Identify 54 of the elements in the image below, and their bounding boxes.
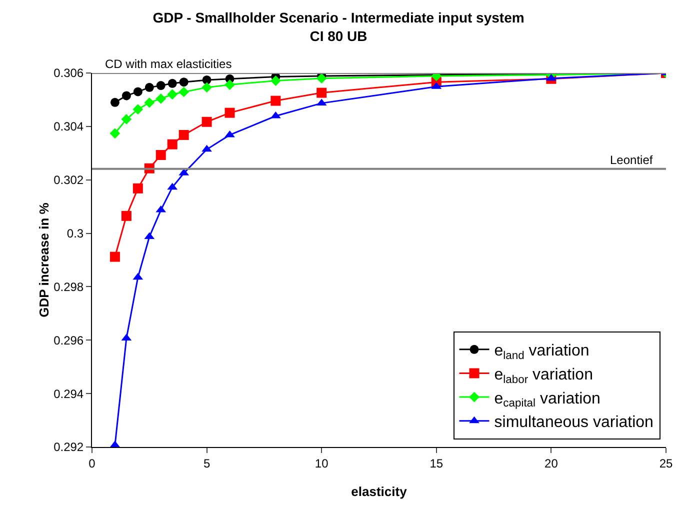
x-tick-label: 0 bbox=[88, 456, 96, 470]
point bbox=[178, 130, 189, 140]
point bbox=[132, 104, 144, 115]
y-tick-label: 0.298 bbox=[54, 280, 84, 294]
point bbox=[179, 78, 188, 87]
ref-line-label: Leontief bbox=[610, 153, 654, 167]
point bbox=[110, 128, 120, 139]
legend-label: e$_{labor}$ variation bbox=[494, 366, 593, 386]
y-tick-label: 0.296 bbox=[54, 333, 84, 348]
y-tick-label: 0.292 bbox=[54, 440, 84, 454]
point bbox=[133, 87, 142, 96]
y-axis-title: GDP increase in % bbox=[36, 202, 52, 318]
point bbox=[316, 88, 327, 98]
point bbox=[224, 130, 235, 138]
x-tick-label: 5 bbox=[203, 456, 210, 470]
chart-title: GDP - Smallholder Scenario - Intermediate input system CI 80 UB bbox=[152, 10, 524, 44]
point bbox=[144, 82, 154, 92]
point bbox=[156, 81, 166, 90]
point bbox=[122, 91, 131, 100]
point bbox=[110, 98, 120, 107]
legend-label: e$_{capital}$ variation bbox=[494, 390, 600, 410]
x-tick-label: 10 bbox=[314, 456, 329, 470]
point bbox=[156, 93, 166, 104]
point bbox=[132, 183, 143, 194]
point bbox=[167, 89, 178, 100]
y-tick-label: 0.304 bbox=[54, 120, 84, 134]
x-tick-label: 20 bbox=[544, 456, 558, 470]
x-axis-title: elasticity bbox=[351, 484, 408, 499]
point bbox=[168, 78, 177, 88]
y-tick-label: 0.3 bbox=[66, 226, 84, 240]
point bbox=[270, 96, 281, 106]
point bbox=[270, 76, 281, 86]
legend-label: simultaneous variation bbox=[494, 414, 654, 432]
y-tick-label: 0.302 bbox=[54, 173, 84, 188]
x-tick-label: 25 bbox=[659, 456, 673, 470]
point bbox=[110, 252, 120, 262]
legend-label: e$_{land}$ variation bbox=[494, 342, 590, 362]
x-tick-label: 15 bbox=[430, 456, 444, 470]
point bbox=[121, 210, 132, 221]
point bbox=[202, 116, 212, 127]
point bbox=[224, 108, 235, 118]
point bbox=[167, 139, 178, 150]
ref-line-label: CD with max elasticities bbox=[105, 57, 232, 71]
point bbox=[202, 75, 212, 84]
point bbox=[316, 73, 327, 84]
point bbox=[202, 144, 212, 152]
point bbox=[178, 86, 190, 98]
point bbox=[121, 114, 132, 124]
y-tick-label: 0.306 bbox=[54, 66, 84, 80]
point bbox=[202, 82, 212, 93]
point bbox=[156, 150, 166, 160]
y-tick-label: 0.294 bbox=[54, 386, 84, 401]
point bbox=[224, 80, 235, 90]
point bbox=[144, 97, 155, 108]
